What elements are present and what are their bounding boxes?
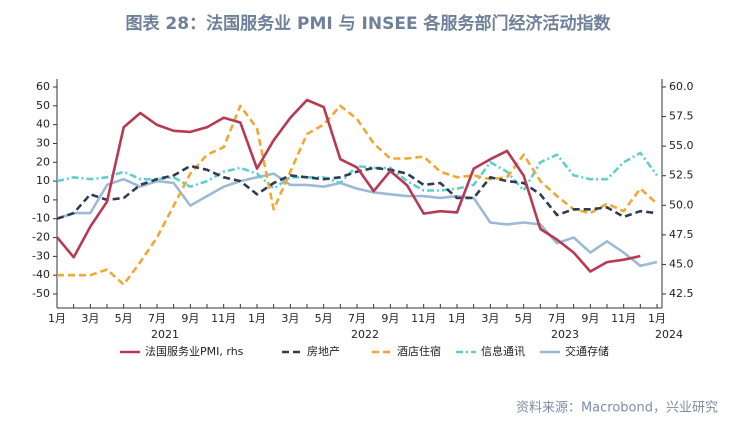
legend-label: 法国服务业PMI, rhs xyxy=(145,344,244,358)
y2-tick-label: 55.0 xyxy=(669,139,694,152)
legend-label: 交通存储 xyxy=(565,344,609,358)
x-tick-label: 5月 xyxy=(515,312,533,325)
y2-tick-label: 45.0 xyxy=(669,257,694,270)
legend-label: 信息通讯 xyxy=(481,344,525,358)
y-tick-label: 40 xyxy=(36,118,50,131)
series-line xyxy=(57,104,658,286)
year-label: 2023 xyxy=(551,328,579,341)
chart-title: 图表 28：法国服务业 PMI 与 INSEE 各服务部门经济活动指数 xyxy=(126,13,612,34)
y-tick-label: -10 xyxy=(32,212,50,225)
y2-tick-label: 60.0 xyxy=(669,80,694,93)
x-tick-label: 1月 xyxy=(248,312,266,325)
year-label: 2021 xyxy=(151,328,179,341)
legend-label: 酒店住宿 xyxy=(397,344,441,358)
year-label: 2022 xyxy=(351,328,379,341)
source-note: 资料来源：Macrobond，兴业研究 xyxy=(516,401,718,416)
x-tick-label: 7月 xyxy=(148,312,166,325)
x-tick-label: 11月 xyxy=(211,312,236,325)
x-tick-label: 9月 xyxy=(581,312,599,325)
series-line xyxy=(56,98,641,273)
y-tick-label: 30 xyxy=(36,136,50,149)
x-tick-label: 9月 xyxy=(181,312,199,325)
y-tick-label: -30 xyxy=(32,249,50,262)
x-tick-label: 7月 xyxy=(348,312,366,325)
x-tick-label: 5月 xyxy=(315,312,333,325)
y-tick-label: 60 xyxy=(36,80,50,93)
y-tick-label: -50 xyxy=(32,287,50,300)
y2-tick-label: 50.0 xyxy=(669,198,694,211)
y2-tick-label: 52.5 xyxy=(669,169,694,182)
y-tick-label: -20 xyxy=(32,231,50,244)
x-tick-label: 9月 xyxy=(381,312,399,325)
series-line xyxy=(56,172,658,268)
y-tick-label: 50 xyxy=(36,99,50,112)
x-tick-label: 3月 xyxy=(481,312,499,325)
year-label: 2024 xyxy=(655,328,683,341)
series-line xyxy=(56,151,659,192)
series-line xyxy=(56,164,658,220)
x-tick-label: 7月 xyxy=(548,312,566,325)
y2-tick-label: 57.5 xyxy=(669,110,694,123)
x-tick-label: 3月 xyxy=(81,312,99,325)
x-tick-label: 3月 xyxy=(281,312,299,325)
y-tick-label: 10 xyxy=(36,174,50,187)
x-tick-label: 11月 xyxy=(411,312,436,325)
y-tick-label: 20 xyxy=(36,155,50,168)
y2-tick-label: 42.5 xyxy=(669,287,694,300)
x-tick-label: 11月 xyxy=(611,312,636,325)
y-tick-label: 0 xyxy=(43,193,50,206)
y-tick-label: -40 xyxy=(32,268,50,281)
legend-label: 房地产 xyxy=(307,344,340,358)
x-tick-label: 1月 xyxy=(648,312,666,325)
x-tick-label: 5月 xyxy=(115,312,133,325)
y2-tick-label: 47.5 xyxy=(669,228,694,241)
x-tick-label: 1月 xyxy=(48,312,66,325)
x-tick-label: 1月 xyxy=(448,312,466,325)
